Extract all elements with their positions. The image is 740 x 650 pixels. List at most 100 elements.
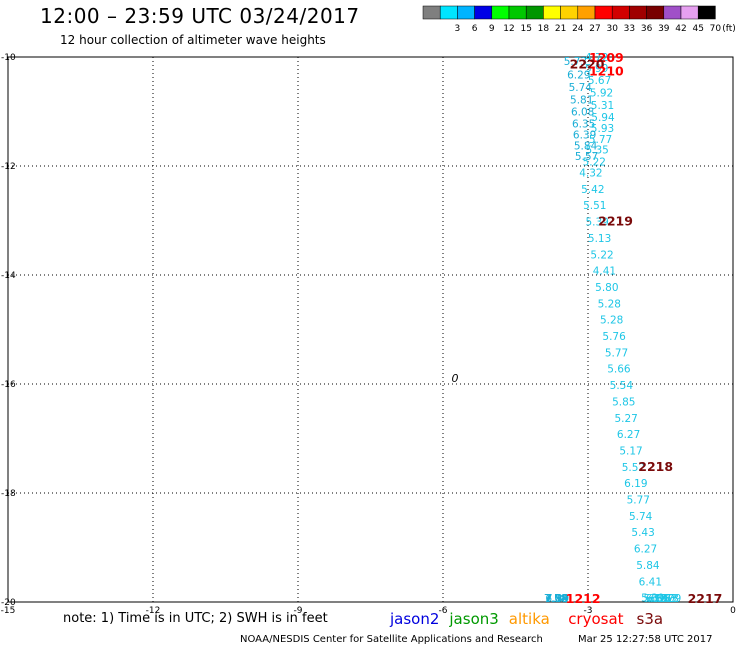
wave-height-value: 5.99 [585, 63, 608, 75]
wave-height-value: 5.93 [591, 123, 614, 135]
wave-height-value: 7.90 [545, 593, 568, 605]
wave-height-value: 4.72 [585, 52, 608, 64]
units-note: note: 1) Time is in UTC; 2) SWH is in fe… [63, 611, 328, 626]
wave-height-value: 5.28 [600, 315, 623, 327]
wave-height-value: 6.84 [545, 593, 569, 605]
page-subtitle: 12 hour collection of altimeter wave hei… [60, 33, 326, 47]
legend-swatch [697, 5, 716, 20]
wave-height-value: 7.39 [546, 593, 569, 605]
wave-height-value: 6.35 [572, 118, 595, 130]
wave-height-value: 5.27 [614, 413, 637, 425]
wave-height-value: 5.80 [595, 282, 618, 294]
x-tick-label: -12 [146, 606, 161, 616]
wave-height-value: 7.53 [653, 593, 676, 605]
wave-height-value: 6.27 [617, 429, 640, 441]
pass-time-label: 1212 [566, 591, 601, 606]
legend-tick: 12 [503, 24, 514, 34]
pass-time-label: 2217 [688, 591, 723, 606]
wave-height-value: 5.28 [598, 298, 621, 310]
wave-height-value: 5.77 [605, 347, 628, 359]
wave-height-value: 5.77 [589, 134, 612, 146]
legend-tick: 70 [710, 24, 722, 34]
x-tick-label: -15 [1, 606, 16, 616]
wave-height-map: -15 -12 -9 -6 -3 0-10-12-14-16-18-20 0 5.734.… [1, 50, 736, 616]
wave-height-value: 5.51 [583, 200, 606, 212]
wave-height-value: 4.32 [579, 168, 602, 180]
wave-height-value: 5.43 [631, 527, 654, 539]
satellite-legend-item: jason2 [389, 610, 439, 628]
wave-height-value: 5.67 [588, 75, 611, 87]
y-tick-label: -16 [1, 380, 16, 390]
wave-height-value: 5.94 [591, 112, 615, 124]
y-tick-label: -14 [1, 271, 16, 281]
wave-height-value: 5.85 [612, 396, 635, 408]
wave-height-value: 5.74 [629, 511, 653, 523]
x-tick-label: -9 [294, 606, 303, 616]
wave-height-value: 6.29 [567, 69, 590, 81]
x-tick-label: -6 [439, 606, 448, 616]
wave-height-value: 7.09 [658, 593, 681, 605]
map-grid [8, 57, 733, 602]
wave-height-value: 6.16 [648, 593, 672, 605]
wave-height-value: 5.35 [585, 145, 608, 157]
wave-height-value: 5.66 [607, 364, 631, 376]
wave-height-value: 4.41 [593, 266, 616, 278]
legend-tick: 39 [658, 24, 670, 34]
wave-height-value: 5.84 [636, 560, 660, 572]
wave-height-value: 5.22 [583, 157, 606, 169]
legend-tick: 30 [606, 24, 618, 34]
wave-height-value: 5.53 [643, 593, 666, 605]
legend-tick: 45 [692, 24, 703, 34]
wave-height-value: 6.19 [624, 478, 647, 490]
generated-timestamp: Mar 25 12:27:58 UTC 2017 [578, 634, 713, 645]
legend-tick: 3 [455, 24, 461, 34]
wave-height-value: 5.84 [574, 140, 598, 152]
wave-height-value: 6.87 [651, 593, 674, 605]
wave-height-value: 5.17 [619, 445, 642, 457]
satellite-legend-item: s3a [637, 610, 664, 628]
wave-height-value: 5.39 [641, 593, 664, 605]
satellite-legend-item: cryosat [568, 610, 623, 628]
satellite-legend-item: jason3 [448, 610, 498, 628]
y-tick-label: -20 [1, 598, 16, 608]
pass-time-label: 1210 [589, 64, 624, 79]
x-tick-label: 0 [730, 606, 736, 616]
wave-height-value: 5.74 [569, 82, 593, 94]
pass-time-label: 2219 [598, 214, 633, 229]
wave-height-value: 6.27 [634, 544, 657, 556]
x-tick-label: -3 [584, 606, 593, 616]
legend-tick: 24 [572, 24, 584, 34]
island-marker: 0 [452, 372, 459, 385]
map-tick-labels: -15 -12 -9 -6 -3 0 -10 -12 -14 -16 -18 -20 [1, 53, 736, 616]
page-title: 12:00 – 23:59 UTC 03/24/2017 [40, 4, 360, 28]
wave-height-value: 7.19 [545, 593, 568, 605]
y-tick-label: -18 [1, 489, 16, 499]
wave-height-value: 5.73 [564, 56, 587, 68]
wave-height-value: 6.66 [646, 593, 670, 605]
pass-time-label: 1209 [589, 50, 624, 65]
satellite-legend-item: altika [509, 610, 550, 628]
wave-height-value: 5.81 [570, 95, 593, 107]
legend-tick: 9 [489, 24, 495, 34]
legend-tick: 6 [472, 24, 478, 34]
wave-height-value: 5.77 [627, 495, 650, 507]
wave-height-value: 5.31 [591, 100, 614, 112]
credit-line: NOAA/NESDIS Center for Satellite Applica… [240, 634, 543, 645]
legend-tick: 18 [538, 24, 550, 34]
wave-height-value: 5.22 [590, 249, 613, 261]
wave-height-value: 6.39 [573, 129, 596, 141]
wave-height-value: 8.13 [656, 593, 679, 605]
wave-height-value: 5.57 [575, 151, 598, 163]
legend-tick: 33 [624, 24, 635, 34]
wave-height-value: 5.76 [602, 331, 626, 343]
wave-height-value: 5.92 [590, 87, 613, 99]
legend-tick: 15 [520, 24, 531, 34]
legend-tick: 42 [675, 24, 686, 34]
wave-height-value: 5.39 [585, 217, 608, 229]
satellite-legend: jason2 jason3 altika cryosat s3a [389, 610, 664, 628]
legend-tick: 27 [589, 24, 600, 34]
measurement-labels: 5.734.725.996.295.675.745.925.815.316.08… [544, 52, 681, 605]
pass-time-label: 2220 [570, 57, 605, 72]
wave-height-value: 7.08 [544, 593, 567, 605]
